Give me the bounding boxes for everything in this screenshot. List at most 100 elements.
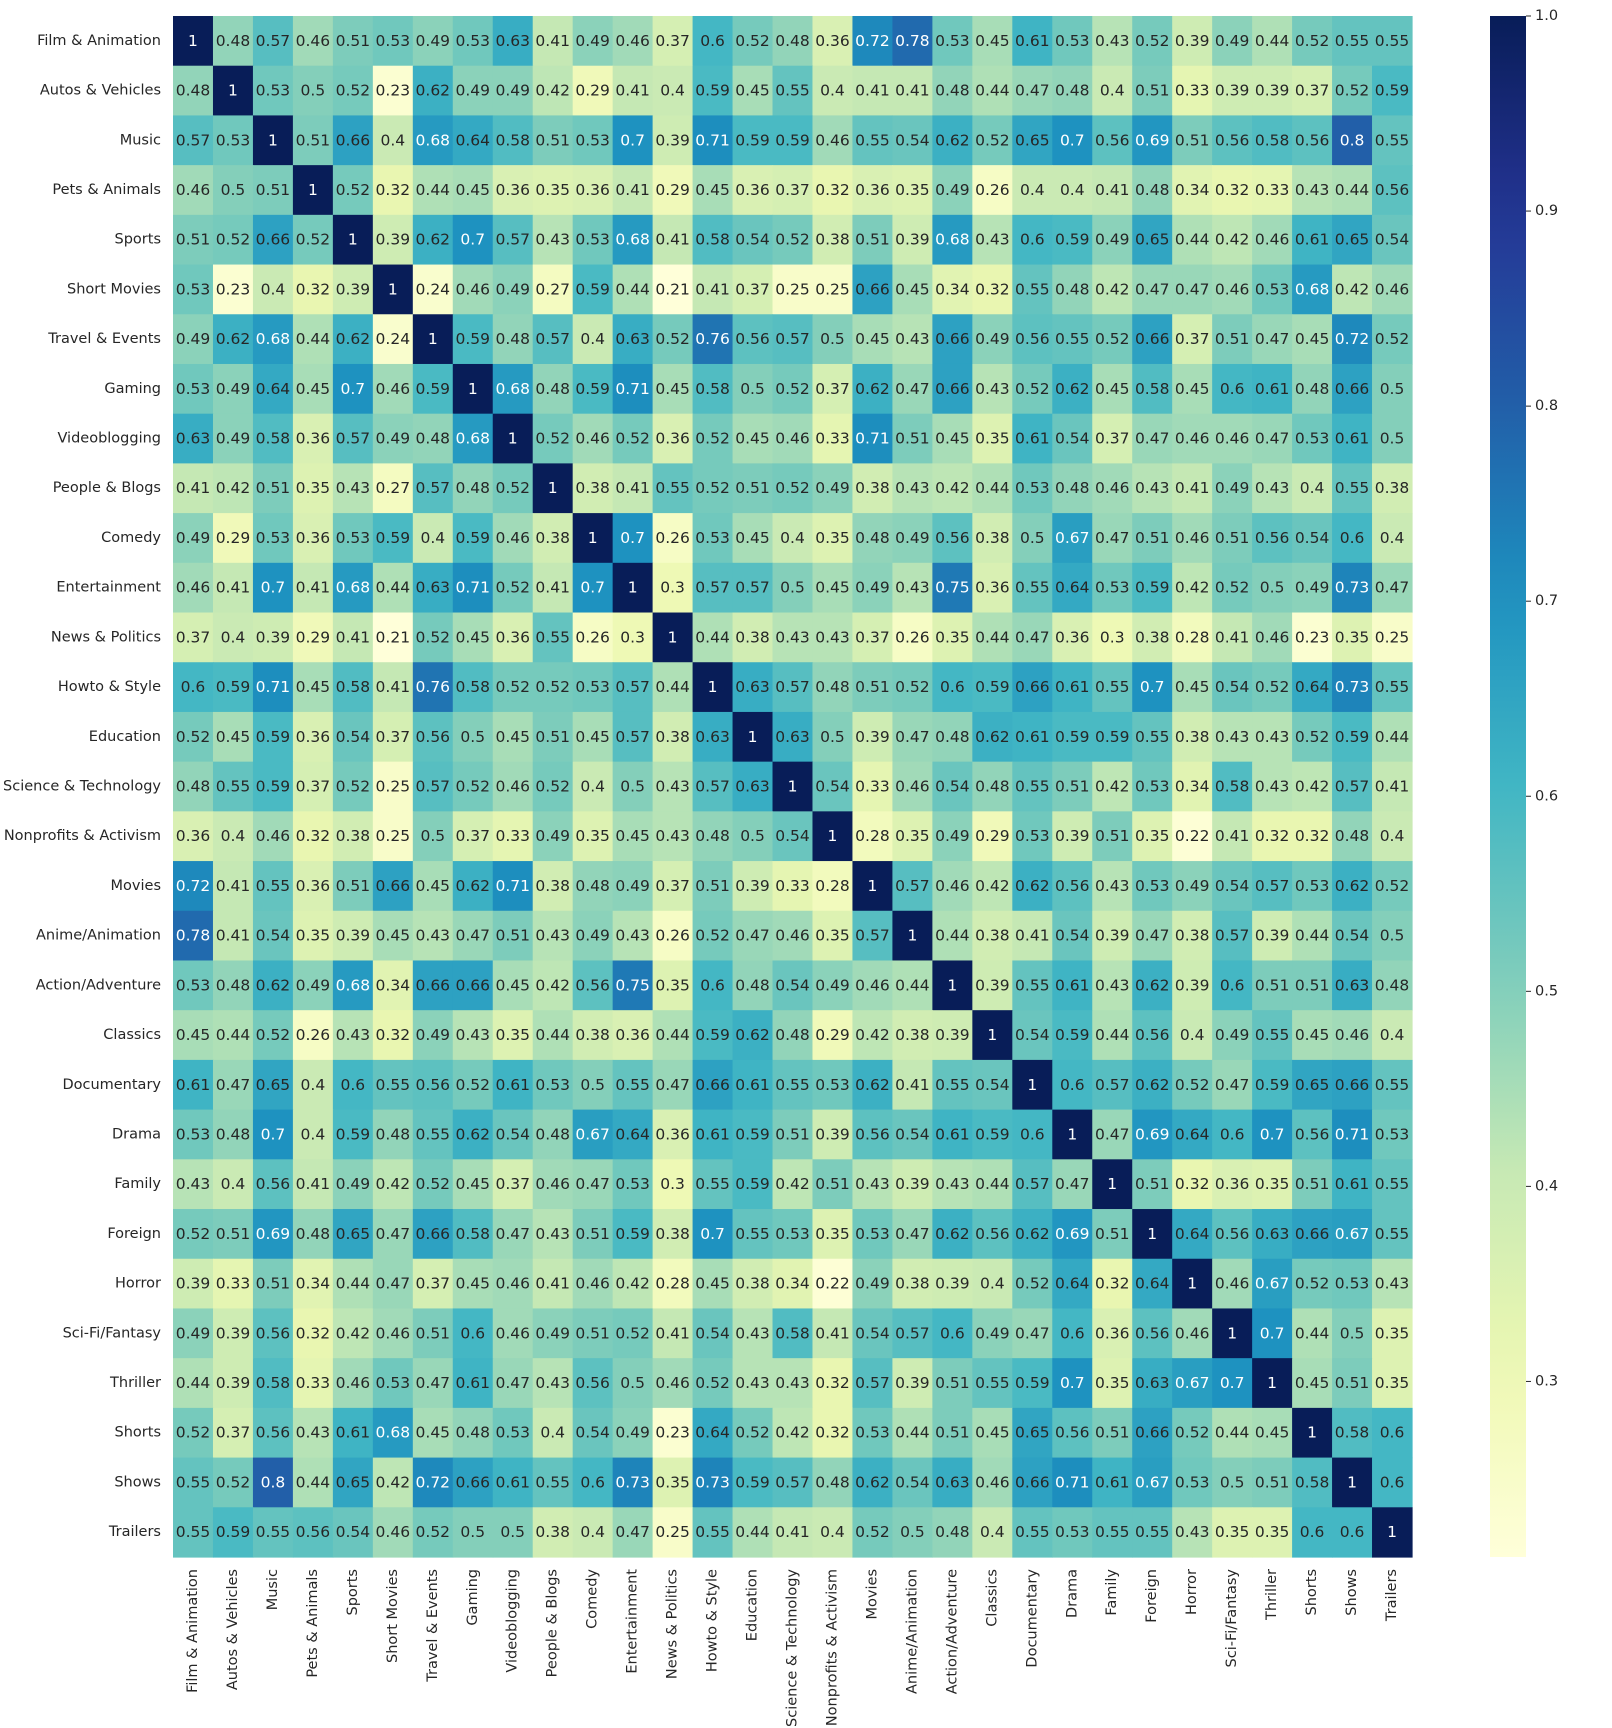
heatmap-cell <box>852 662 894 713</box>
cell-annotation: 0.45 <box>615 827 650 845</box>
cell-annotation: 0.51 <box>1095 827 1130 845</box>
cell-annotation: 0.35 <box>655 1473 690 1491</box>
cell-annotation: 0.47 <box>655 1076 690 1094</box>
heatmap-cell <box>772 562 814 614</box>
cell-annotation: 0.44 <box>1215 1424 1250 1442</box>
heatmap-cell <box>252 711 294 763</box>
heatmap-cell <box>1172 910 1213 962</box>
heatmap-cell <box>1092 413 1133 464</box>
heatmap-cell <box>932 1109 973 1160</box>
heatmap-cell <box>252 1358 294 1409</box>
heatmap-cell <box>1292 861 1333 912</box>
heatmap-cell <box>372 165 414 216</box>
heatmap-cell <box>1372 1308 1413 1359</box>
heatmap-cell <box>652 1358 694 1409</box>
heatmap-cell <box>812 214 854 266</box>
cell-annotation: 0.38 <box>575 1026 610 1044</box>
heatmap-cell <box>173 214 214 266</box>
cell-annotation: 0.37 <box>376 728 411 746</box>
heatmap-cell <box>452 1258 494 1310</box>
cell-annotation: 0.41 <box>655 231 690 249</box>
heatmap-cell <box>252 1209 294 1260</box>
heatmap-cell <box>732 463 774 514</box>
heatmap-cell <box>452 214 494 266</box>
heatmap-cell <box>612 662 654 713</box>
cell-annotation: 0.49 <box>416 1026 451 1044</box>
y-tick-label: Gaming <box>104 381 161 397</box>
heatmap-cell <box>572 264 614 315</box>
cell-annotation: 0.59 <box>1135 579 1170 597</box>
heatmap-cell <box>1372 811 1413 862</box>
cell-annotation: 0.57 <box>775 1473 810 1491</box>
cell-annotation: 0.36 <box>655 430 690 448</box>
cell-annotation: 0.55 <box>256 877 291 895</box>
heatmap-cell <box>1292 662 1333 713</box>
cell-annotation: 0.46 <box>1255 628 1290 646</box>
cell-annotation: 0.59 <box>1055 728 1090 746</box>
cell-annotation: 0.4 <box>580 778 605 796</box>
cell-annotation: 0.55 <box>1375 678 1410 696</box>
cell-annotation: 0.59 <box>336 1125 371 1143</box>
cell-annotation: 0.52 <box>695 479 730 497</box>
heatmap-cell <box>732 910 774 962</box>
heatmap-cell <box>1172 761 1213 812</box>
heatmap-cell <box>252 811 294 862</box>
cell-annotation: 0.66 <box>695 1076 730 1094</box>
heatmap-cell <box>852 16 894 67</box>
heatmap-cell <box>732 811 774 862</box>
cell-annotation: 0.73 <box>1335 579 1370 597</box>
heatmap-cell <box>412 115 454 166</box>
heatmap-cell <box>1212 363 1253 415</box>
heatmap-cell <box>852 711 894 763</box>
cell-annotation: 0.46 <box>775 430 810 448</box>
heatmap-cell <box>1252 363 1293 415</box>
cell-annotation: 0.47 <box>1095 529 1130 547</box>
cell-annotation: 0.56 <box>1215 131 1250 149</box>
cell-annotation: 0.53 <box>1175 1473 1210 1491</box>
cell-annotation: 0.45 <box>216 728 251 746</box>
cell-annotation: 0.36 <box>575 181 610 199</box>
y-tick-label: Autos & Vehicles <box>40 83 161 99</box>
heatmap-cell <box>412 513 454 564</box>
heatmap-cell <box>572 811 614 862</box>
cell-annotation: 0.42 <box>935 479 970 497</box>
cell-annotation: 0.55 <box>1015 1523 1050 1541</box>
cell-annotation: 0.5 <box>620 1374 645 1392</box>
cell-annotation: 0.48 <box>216 976 251 994</box>
heatmap-cell <box>1092 910 1133 962</box>
cell-annotation: 0.68 <box>1295 280 1330 298</box>
heatmap-cell <box>892 413 933 464</box>
heatmap-cell <box>1292 1010 1333 1061</box>
cell-annotation: 0.48 <box>1055 479 1090 497</box>
cell-annotation: 0.38 <box>895 1026 930 1044</box>
cell-annotation: 0.26 <box>655 529 690 547</box>
cell-annotation: 0.58 <box>775 1324 810 1342</box>
heatmap-cell <box>572 662 614 713</box>
heatmap-cell <box>1012 165 1053 216</box>
cell-annotation: 0.5 <box>780 579 805 597</box>
cell-annotation: 0.59 <box>1055 231 1090 249</box>
heatmap-cell <box>692 363 734 415</box>
cell-annotation: 0.5 <box>820 330 845 348</box>
heatmap-cell <box>292 910 334 962</box>
cell-annotation: 0.48 <box>216 1125 251 1143</box>
cell-annotation: 0.55 <box>935 1076 970 1094</box>
cell-annotation: 0.45 <box>855 330 890 348</box>
heatmap-cell <box>372 662 414 713</box>
heatmap-cell <box>292 413 334 464</box>
cell-annotation: 0.55 <box>775 82 810 100</box>
cell-annotation: 0.53 <box>535 1076 570 1094</box>
cell-annotation: 0.55 <box>416 1125 451 1143</box>
cell-annotation: 0.35 <box>495 1026 530 1044</box>
heatmap-cell <box>692 314 734 365</box>
cell-annotation: 0.61 <box>1015 430 1050 448</box>
heatmap-cell <box>732 16 774 67</box>
cell-annotation: 0.52 <box>256 1026 291 1044</box>
heatmap-cell <box>212 214 254 266</box>
cell-annotation: 0.23 <box>1295 628 1330 646</box>
heatmap-cell <box>1092 662 1133 713</box>
cell-annotation: 1 <box>1187 1275 1197 1293</box>
cell-annotation: 0.44 <box>1335 181 1370 199</box>
cell-annotation: 0.58 <box>256 430 291 448</box>
cell-annotation: 0.8 <box>261 1473 286 1491</box>
